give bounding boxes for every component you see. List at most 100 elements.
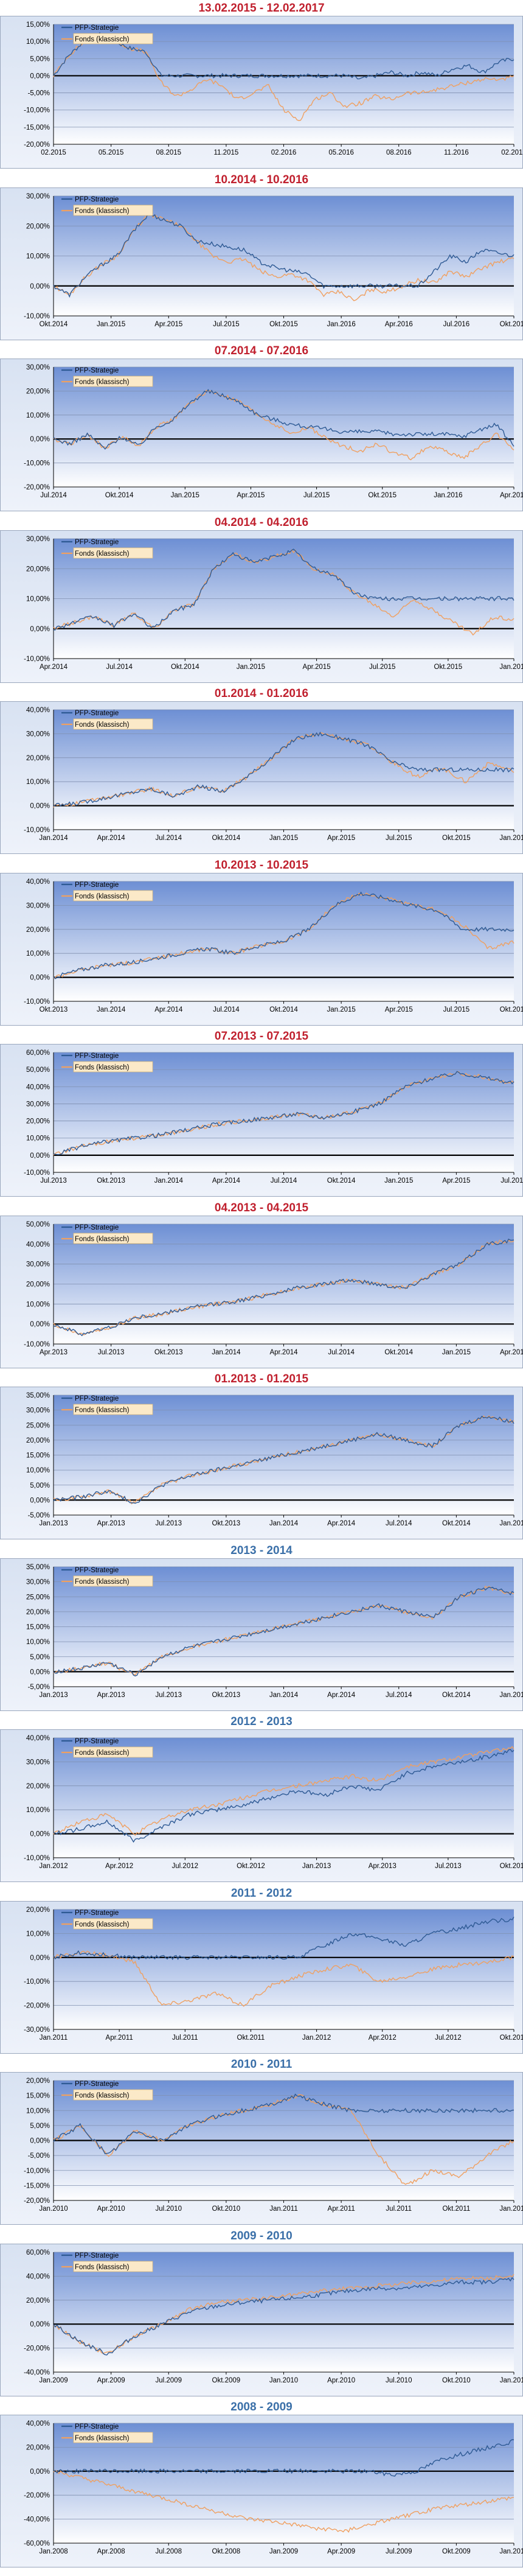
x-tick-label: Jul.2013 <box>156 1520 182 1527</box>
x-tick-label: Jan.2010 <box>39 2205 68 2213</box>
x-tick-label: Jul.2012 <box>435 2034 461 2042</box>
y-tick-label: 5,00% <box>30 1482 50 1489</box>
y-tick-label: 10,00% <box>26 253 50 261</box>
y-tick-label: 20,00% <box>26 2444 50 2451</box>
chart-title: 13.02.2015 - 12.02.2017 <box>198 2 325 15</box>
plot-area <box>54 1052 514 1172</box>
chart-title: 07.2014 - 07.2016 <box>214 345 309 357</box>
y-tick-label: 20,00% <box>26 1118 50 1125</box>
legend: PFP-Strategie Fonds (klassisch) <box>61 2081 153 2101</box>
series-line-fonds-klassisch <box>53 1950 514 2007</box>
x-tick-label: Apr.2011 <box>106 2034 133 2042</box>
x-tick-label: Jul.2009 <box>156 2377 182 2384</box>
x-tick-label: 02.2015 <box>41 149 66 156</box>
x-tick-label: Jan.2016 <box>499 835 523 842</box>
y-tick-label: -5,00% <box>28 2152 50 2160</box>
chart-title: 01.2013 - 01.2015 <box>214 1373 309 1385</box>
series-line-pfp-strategie <box>53 1071 514 1155</box>
chart-title: 2010 - 2011 <box>230 2058 293 2071</box>
x-tick-label: Jan.2015 <box>237 663 265 671</box>
x-tick-label: Apr.2008 <box>97 2548 125 2555</box>
y-tick-label: -20,00% <box>24 2345 50 2353</box>
y-tick-label: 30,00% <box>26 193 50 200</box>
x-tick-label: Okt.2009 <box>212 2377 241 2384</box>
y-tick-label: 20,00% <box>26 1783 50 1790</box>
y-tick-label: 25,00% <box>26 1422 50 1429</box>
line-chart: 60,00% 50,00% 40,00% 30,00% 20,00% 10,00% 0,00… <box>0 1044 523 1197</box>
series-line-pfp-strategie <box>53 2093 514 2155</box>
y-tick-label: 25,00% <box>26 1594 50 1601</box>
legend-label: PFP-Strategie <box>75 1909 119 1917</box>
y-tick-label: 0,00% <box>30 283 50 290</box>
x-tick-label: Apr.2015 <box>500 1349 523 1356</box>
legend-label: Fonds (klassisch) <box>75 2264 130 2271</box>
y-tick-label: -10,00% <box>24 1169 50 1177</box>
legend: PFP-Strategie Fonds (klassisch) <box>61 539 153 559</box>
x-tick-label: Jul.2014 <box>213 1006 240 1013</box>
y-tick-label: -20,00% <box>24 2492 50 2499</box>
chart-title: 07.2013 - 07.2015 <box>214 1030 309 1043</box>
legend: PFP-Strategie Fonds (klassisch) <box>61 1567 153 1587</box>
x-tick-label: 05.2016 <box>328 149 354 156</box>
legend-label: PFP-Strategie <box>75 1567 119 1574</box>
x-tick-label: 08.2016 <box>386 149 412 156</box>
series-line-pfp-strategie <box>54 2439 514 2477</box>
x-tick-label: Jan.2015 <box>384 1177 413 1185</box>
y-tick-label: 0,00% <box>30 975 50 982</box>
x-tick-label: Apr.2013 <box>97 1692 125 1699</box>
x-tick-label: Jan.2014 <box>154 1177 184 1185</box>
x-tick-label: Jan.2011 <box>40 2034 68 2042</box>
legend: PFP-Strategie Fonds (klassisch) <box>61 1224 153 1244</box>
x-tick-label: Jul.2014 <box>386 1692 412 1699</box>
x-tick-label: Jul.2014 <box>40 492 67 499</box>
x-tick-label: Jan.2011 <box>500 2377 523 2384</box>
x-tick-label: Jan.2012 <box>499 2205 523 2213</box>
x-tick-label: Jan.2015 <box>499 1520 523 1527</box>
x-tick-label: Apr.2014 <box>269 1349 298 1356</box>
legend-label: PFP-Strategie <box>75 1738 119 1745</box>
x-tick-label: Apr.2013 <box>40 1349 68 1356</box>
plot-area <box>54 710 514 830</box>
y-tick-label: -10,00% <box>24 1978 50 1986</box>
chart-panel: 01.2013 - 01.2015 35,00% 30,00% 25,00% 20,00… <box>0 1371 523 1542</box>
line-chart: 15,00% 10,00% 5,00% 0,00% -5,00% -10,00% -15,0… <box>0 16 523 169</box>
x-tick-label: Apr.2014 <box>327 1692 356 1699</box>
y-tick-label: 5,00% <box>30 1654 50 1661</box>
series-line-fonds-klassisch <box>53 732 514 808</box>
x-tick-label: Jul.2015 <box>369 663 395 671</box>
chart-title: 2013 - 2014 <box>230 1544 293 1557</box>
x-tick-label: Jul.2015 <box>500 1177 523 1185</box>
y-tick-label: 50,00% <box>26 1221 50 1228</box>
y-tick-label: 15,00% <box>26 2093 50 2100</box>
legend-label: PFP-Strategie <box>75 196 119 203</box>
series-line-fonds-klassisch <box>53 33 514 121</box>
y-tick-label: 15,00% <box>26 1452 50 1460</box>
legend-label: PFP-Strategie <box>75 1224 119 1231</box>
series-line-pfp-strategie <box>53 388 514 450</box>
x-tick-label: Apr.2012 <box>369 2034 397 2042</box>
legend-label: Fonds (klassisch) <box>75 2435 130 2442</box>
x-tick-label: Apr.2014 <box>327 1520 356 1527</box>
legend-label: Fonds (klassisch) <box>75 379 130 386</box>
y-tick-label: 10,00% <box>26 1930 50 1937</box>
x-tick-label: Jan.2014 <box>269 1692 299 1699</box>
x-tick-label: Jul.2014 <box>386 1520 412 1527</box>
y-tick-label: 5,00% <box>30 2123 50 2130</box>
x-tick-label: Okt.2014 <box>442 1520 471 1527</box>
y-tick-label: -10,00% <box>24 827 50 834</box>
y-tick-label: 30,00% <box>26 1261 50 1269</box>
y-tick-label: 15,00% <box>26 1624 50 1631</box>
y-tick-label: -5,00% <box>28 1512 50 1519</box>
y-tick-label: 20,00% <box>26 1281 50 1289</box>
chart-title: 04.2014 - 04.2016 <box>214 516 309 529</box>
x-tick-label: Okt.2011 <box>442 2205 470 2213</box>
y-tick-label: 40,00% <box>26 1083 50 1091</box>
y-tick-label: -10,00% <box>24 998 50 1006</box>
x-tick-label: Apr.2009 <box>327 2548 355 2555</box>
y-tick-label: 30,00% <box>26 1101 50 1108</box>
plot-area <box>54 881 514 1001</box>
x-tick-label: Okt.2014 <box>40 321 68 328</box>
x-tick-label: Okt.2014 <box>105 492 134 499</box>
y-tick-label: 20,00% <box>26 223 50 230</box>
y-tick-label: -5,00% <box>28 90 50 97</box>
